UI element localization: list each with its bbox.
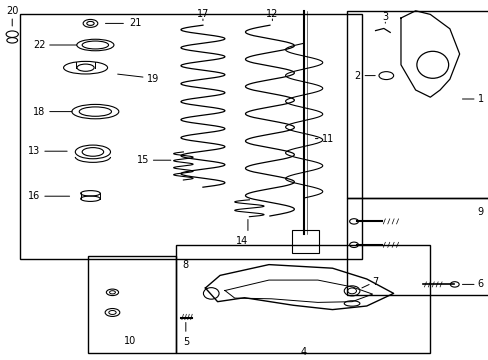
Text: 3: 3 bbox=[382, 12, 387, 22]
Text: 20: 20 bbox=[6, 6, 19, 16]
Text: 6: 6 bbox=[477, 279, 483, 289]
Text: 18: 18 bbox=[33, 107, 45, 117]
Text: 19: 19 bbox=[146, 74, 159, 84]
Text: 1: 1 bbox=[477, 94, 483, 104]
Text: 21: 21 bbox=[129, 18, 142, 28]
Text: 15: 15 bbox=[137, 155, 149, 165]
Bar bbox=[291, 230, 318, 253]
Text: 7: 7 bbox=[372, 276, 378, 287]
Bar bbox=[88, 256, 176, 353]
Text: 13: 13 bbox=[28, 146, 41, 156]
Text: 22: 22 bbox=[33, 40, 45, 50]
Text: 12: 12 bbox=[265, 9, 278, 19]
Text: 5: 5 bbox=[183, 337, 188, 347]
Text: 14: 14 bbox=[235, 236, 248, 246]
Text: 9: 9 bbox=[477, 207, 483, 217]
Text: 2: 2 bbox=[354, 71, 360, 81]
Bar bbox=[346, 11, 488, 198]
Bar bbox=[346, 198, 488, 295]
Text: 11: 11 bbox=[321, 134, 333, 144]
Text: 4: 4 bbox=[300, 347, 305, 357]
Text: 8: 8 bbox=[183, 260, 188, 270]
Text: 16: 16 bbox=[28, 191, 41, 201]
Text: 10: 10 bbox=[123, 336, 136, 346]
Bar bbox=[176, 245, 429, 353]
Bar bbox=[20, 14, 361, 259]
Text: 17: 17 bbox=[196, 9, 209, 19]
